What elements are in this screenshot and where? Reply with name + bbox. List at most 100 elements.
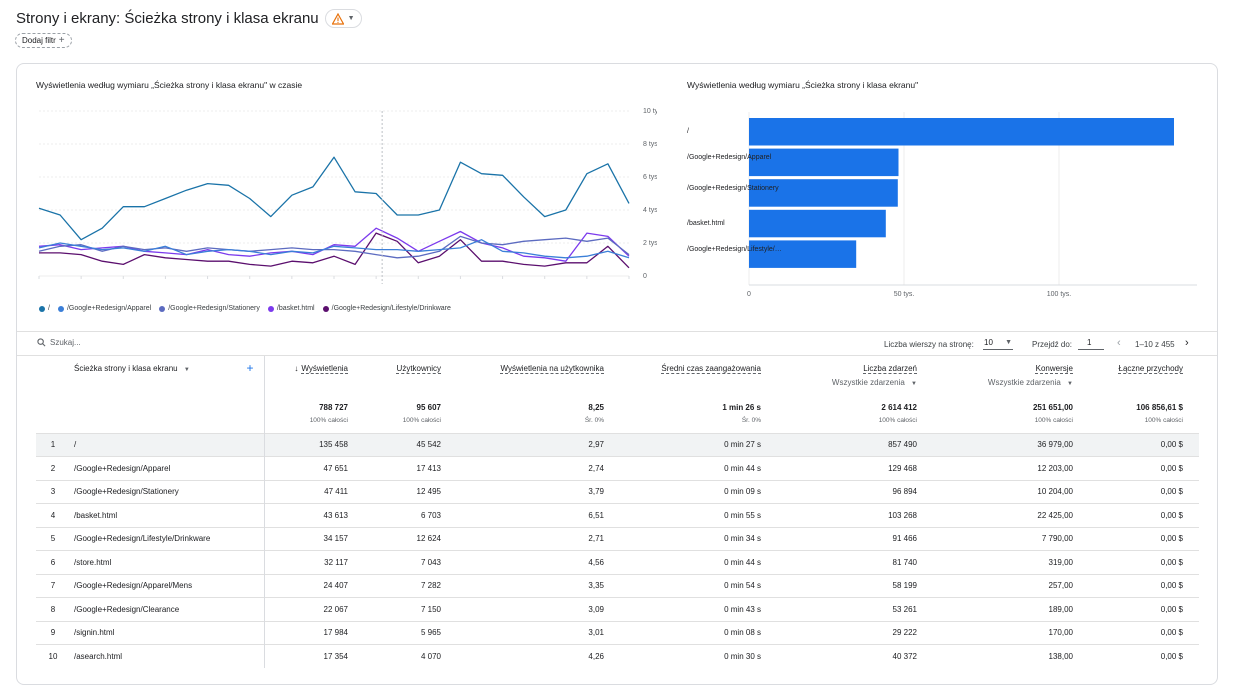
chart-legend: / /Google+Redesign/Apparel/Google+Redesig… [39, 305, 451, 312]
conversions-filter-dropdown[interactable]: Wszystkie zdarzenia ▼ [987, 378, 1073, 387]
col-header-avg-engagement[interactable]: Średni czas zaangażowania [661, 364, 761, 373]
search-input[interactable]: Szukaj... [50, 338, 81, 347]
cell-avg-engagement: 0 min 44 s [620, 456, 777, 480]
goto-page-input[interactable]: 1 [1078, 336, 1104, 350]
x-tick-label: 50 tys. [894, 291, 915, 298]
cell-users: 45 542 [364, 432, 457, 457]
total-sub: 100% całości [402, 417, 441, 424]
cell-event-count: 96 894 [777, 479, 933, 504]
bar[interactable] [749, 240, 857, 268]
cell-avg-engagement: 0 min 44 s [620, 550, 777, 574]
report-card: Wyświetlenia według wymiaru „Ścieżka str… [16, 63, 1218, 685]
cell-revenue: 0,00 $ [1089, 479, 1199, 504]
add-filter-button[interactable]: Dodaj filtr + [15, 33, 72, 48]
row-index: 6 [36, 550, 74, 574]
total-conversions: 251 651,00 [1032, 403, 1073, 412]
next-page-button[interactable]: › [1185, 337, 1189, 349]
rows-per-page-label: Liczba wierszy na stronę: [884, 340, 974, 349]
cell-revenue: 0,00 $ [1089, 503, 1199, 527]
prev-page-button[interactable]: ‹ [1117, 337, 1121, 349]
cell-conversions: 22 425,00 [933, 503, 1089, 527]
cell-revenue: 0,00 $ [1089, 526, 1199, 551]
events-filter-dropdown[interactable]: Wszystkie zdarzenia ▼ [831, 378, 917, 387]
cell-conversions: 170,00 [933, 620, 1089, 645]
row-page-path[interactable]: /signin.html [74, 620, 265, 645]
col-header-users[interactable]: Użytkownicy [396, 364, 441, 373]
legend-item[interactable]: / [39, 305, 50, 312]
chevron-down-icon: ▼ [1067, 381, 1073, 387]
col-header-revenue[interactable]: Łączne przychody [1118, 364, 1183, 373]
table-row[interactable]: 10/asearch.html 17 354 4 070 4,26 0 min 30 s… [36, 644, 1199, 668]
cell-conversions: 36 979,00 [933, 432, 1089, 457]
total-event-count: 2 614 412 [881, 403, 917, 412]
cell-conversions: 12 203,00 [933, 456, 1089, 480]
add-dimension-icon[interactable]: + [246, 361, 254, 375]
cell-views: 34 157 [264, 526, 364, 551]
col-header-views[interactable]: ↓ Wyświetlenia [294, 364, 348, 373]
cell-users: 6 703 [364, 503, 457, 527]
cell-views-per-user: 3,35 [457, 573, 620, 598]
legend-item[interactable]: /Google+Redesign/Stationery [159, 305, 260, 312]
table-row[interactable]: 7/Google+Redesign/Apparel/Mens 24 407 7 28… [36, 573, 1199, 598]
table-row[interactable]: 9/signin.html 17 984 5 965 3,01 0 min 08 s 29… [36, 620, 1199, 645]
legend-item[interactable]: /basket.html [267, 305, 315, 312]
row-page-path[interactable]: /Google+Redesign/Apparel/Mens [74, 573, 265, 598]
table-row[interactable]: 5/Google+Redesign/Lifestyle/Drinkware 34 … [36, 526, 1199, 551]
series-line [38, 239, 630, 259]
row-page-path[interactable]: /asearch.html [74, 644, 265, 668]
cell-users: 12 495 [364, 479, 457, 504]
cell-avg-engagement: 0 min 30 s [620, 644, 777, 668]
col-header-event-count[interactable]: Liczba zdarzeń Wszystkie zdarzenia ▼ [777, 356, 933, 393]
cell-views: 17 354 [264, 644, 364, 668]
bar[interactable] [749, 209, 886, 238]
sort-arrow-icon: ↓ [294, 364, 299, 373]
legend-item[interactable]: /Google+Redesign/Lifestyle/Drinkware [322, 305, 451, 312]
table-row[interactable]: 3/Google+Redesign/Stationery 47 411 12 495… [36, 479, 1199, 504]
cell-users: 12 624 [364, 526, 457, 551]
cell-views-per-user: 2,74 [457, 456, 620, 480]
rows-per-page-select[interactable]: 10 ▼ [983, 336, 1013, 350]
cell-users: 4 070 [364, 644, 457, 668]
table-row[interactable]: 2/Google+Redesign/Apparel 47 651 17 413 2,7… [36, 456, 1199, 480]
warning-icon [331, 12, 344, 25]
row-page-path[interactable]: /store.html [74, 550, 265, 574]
legend-item[interactable]: /Google+Redesign/Apparel [57, 305, 152, 312]
title-row: Strony i ekrany: Ścieżka strony i klasa … [16, 9, 362, 28]
col-header-views-per-user[interactable]: Wyświetlenia na użytkownika [500, 364, 604, 373]
cell-revenue: 0,00 $ [1089, 644, 1199, 668]
table-row[interactable]: 4/basket.html 43 613 6 703 6,51 0 min 55 s 10… [36, 503, 1199, 527]
row-page-path[interactable]: /basket.html [74, 503, 265, 527]
legend-label: /Google+Redesign/Apparel [66, 305, 152, 312]
dimension-header[interactable]: Ścieżka strony i klasa ekranu ▼ + [36, 356, 265, 393]
total-sub: 100% całości [309, 417, 348, 424]
plus-icon: + [58, 34, 65, 46]
row-index: 9 [36, 620, 74, 645]
cell-views-per-user: 2,97 [457, 432, 620, 457]
row-index: 7 [36, 573, 74, 598]
line-chart-title: Wyświetlenia według wymiaru „Ścieżka str… [36, 80, 303, 90]
table-row[interactable]: 1/135 458 45 542 2,97 0 min 27 s 857 490 36 9… [36, 432, 1199, 457]
bar[interactable] [749, 179, 898, 207]
row-page-path[interactable]: /Google+Redesign/Stationery [74, 479, 265, 504]
total-views-per-user: 8,25 [588, 403, 604, 412]
cell-avg-engagement: 0 min 34 s [620, 526, 777, 551]
col-header-conversions[interactable]: Konwersje Wszystkie zdarzenia ▼ [933, 356, 1089, 393]
warning-dropdown[interactable]: ▼ [324, 9, 362, 28]
table-row[interactable]: 6/store.html 32 117 7 043 4,56 0 min 44 s 81 … [36, 550, 1199, 574]
cell-views: 135 458 [264, 432, 364, 457]
search-box[interactable]: Szukaj... [37, 338, 81, 347]
row-page-path[interactable]: /Google+Redesign/Clearance [74, 597, 265, 621]
row-page-path[interactable]: /Google+Redesign/Lifestyle/Drinkware [74, 526, 265, 551]
bar[interactable] [749, 148, 899, 177]
cell-event-count: 58 199 [777, 573, 933, 598]
row-page-path[interactable]: /Google+Redesign/Apparel [74, 456, 265, 480]
bar[interactable] [749, 118, 1174, 146]
chevron-down-icon: ▼ [183, 367, 190, 373]
cell-event-count: 81 740 [777, 550, 933, 574]
bar-category-label: /Google+Redesign/Apparel [687, 154, 772, 162]
table-row[interactable]: 8/Google+Redesign/Clearance 22 067 7 150 3,… [36, 597, 1199, 621]
cell-conversions: 138,00 [933, 644, 1089, 668]
legend-swatch [57, 305, 64, 312]
row-page-path[interactable]: / [74, 432, 265, 457]
rows-per-page-value: 10 [984, 338, 993, 347]
